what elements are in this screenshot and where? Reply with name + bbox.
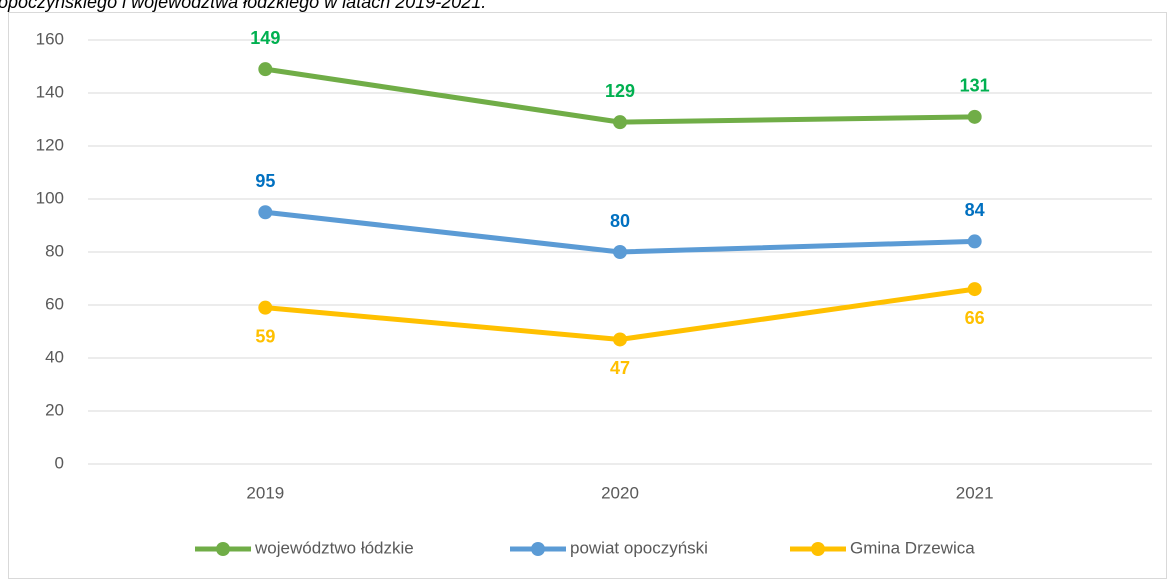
- y-tick-label: 80: [45, 241, 64, 260]
- point: [967, 109, 982, 124]
- legend-label: Gmina Drzewica: [850, 538, 975, 557]
- data-label: 47: [610, 358, 630, 378]
- y-tick-label: 120: [36, 135, 64, 154]
- legend-marker: [811, 542, 825, 556]
- legend-marker: [531, 542, 545, 556]
- data-label: 80: [610, 211, 630, 231]
- y-tick-label: 100: [36, 188, 64, 207]
- y-tick-label: 40: [45, 347, 64, 366]
- point: [258, 205, 273, 220]
- data-label: 131: [960, 76, 990, 96]
- data-label: 95: [255, 171, 275, 191]
- point: [613, 115, 627, 130]
- data-label: 66: [965, 308, 985, 328]
- y-tick-label: 60: [45, 294, 64, 313]
- point: [258, 300, 273, 315]
- chart-title: opoczyńskiego i województwa łódzkiego w …: [0, 0, 486, 12]
- point: [967, 234, 982, 249]
- y-tick-label: 0: [55, 453, 64, 472]
- point: [967, 282, 982, 297]
- x-tick-label: 2021: [956, 483, 994, 502]
- point: [613, 332, 627, 347]
- data-label: 129: [605, 81, 635, 101]
- x-tick-label: 2020: [601, 483, 639, 502]
- y-tick-label: 160: [36, 29, 64, 48]
- legend-marker: [216, 542, 230, 556]
- data-label: 149: [250, 28, 280, 48]
- y-tick-label: 140: [36, 82, 64, 101]
- y-tick-label: 20: [45, 400, 64, 419]
- legend-label: województwo łódzkie: [254, 538, 414, 557]
- x-tick-label: 2019: [246, 483, 284, 502]
- data-label: 84: [965, 200, 985, 220]
- legend-label: powiat opoczyński: [570, 538, 708, 557]
- data-label: 59: [255, 326, 275, 346]
- point: [613, 245, 627, 259]
- point: [258, 62, 273, 77]
